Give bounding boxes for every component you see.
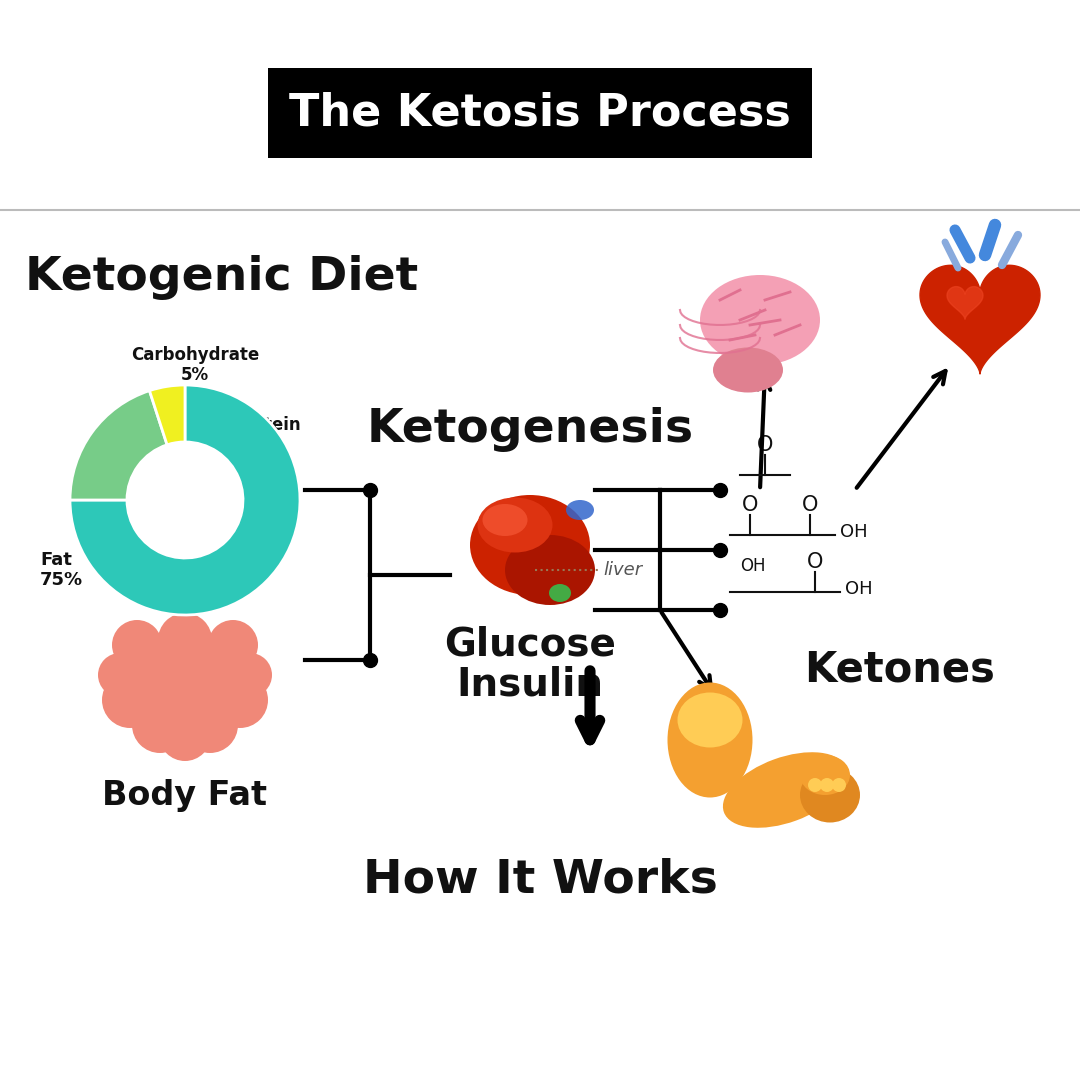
Text: Ketogenic Diet: Ketogenic Diet bbox=[25, 256, 418, 300]
Ellipse shape bbox=[700, 275, 820, 365]
Circle shape bbox=[159, 708, 211, 761]
Text: Ketones: Ketones bbox=[805, 649, 996, 691]
Circle shape bbox=[112, 620, 162, 670]
Text: O: O bbox=[807, 552, 823, 572]
Text: 75%: 75% bbox=[40, 571, 83, 589]
Text: The Ketosis Process: The Ketosis Process bbox=[289, 92, 791, 135]
Circle shape bbox=[98, 653, 141, 697]
FancyBboxPatch shape bbox=[268, 68, 812, 158]
Circle shape bbox=[212, 672, 268, 728]
Text: Glucose: Glucose bbox=[444, 626, 616, 664]
Text: Carbohydrate: Carbohydrate bbox=[131, 346, 259, 364]
Text: O: O bbox=[757, 435, 773, 455]
Polygon shape bbox=[920, 266, 1040, 374]
Circle shape bbox=[832, 778, 846, 792]
Ellipse shape bbox=[800, 755, 850, 795]
Ellipse shape bbox=[800, 768, 860, 823]
Circle shape bbox=[190, 640, 249, 700]
Ellipse shape bbox=[483, 504, 527, 536]
Ellipse shape bbox=[549, 584, 571, 602]
Ellipse shape bbox=[477, 498, 553, 553]
Text: Body Fat: Body Fat bbox=[103, 779, 268, 811]
Ellipse shape bbox=[677, 692, 743, 747]
Ellipse shape bbox=[505, 535, 595, 605]
Circle shape bbox=[120, 640, 180, 700]
Text: Protein: Protein bbox=[233, 416, 301, 434]
Text: OH: OH bbox=[740, 557, 766, 575]
Circle shape bbox=[158, 613, 212, 667]
Ellipse shape bbox=[470, 495, 590, 595]
Text: O: O bbox=[801, 495, 819, 515]
Wedge shape bbox=[70, 391, 167, 500]
Wedge shape bbox=[70, 384, 300, 615]
Circle shape bbox=[102, 672, 158, 728]
Polygon shape bbox=[947, 286, 983, 319]
Circle shape bbox=[208, 620, 258, 670]
Ellipse shape bbox=[566, 500, 594, 519]
Wedge shape bbox=[149, 384, 185, 445]
Circle shape bbox=[228, 653, 272, 697]
Circle shape bbox=[153, 658, 217, 723]
Text: 5%: 5% bbox=[181, 366, 210, 384]
Text: OH: OH bbox=[845, 580, 873, 598]
Circle shape bbox=[183, 697, 238, 753]
Circle shape bbox=[820, 778, 834, 792]
Circle shape bbox=[132, 697, 188, 753]
Text: Fat: Fat bbox=[40, 551, 72, 569]
Ellipse shape bbox=[667, 683, 753, 797]
Text: O: O bbox=[742, 495, 758, 515]
Text: How It Works: How It Works bbox=[363, 858, 717, 903]
Ellipse shape bbox=[723, 753, 847, 827]
Circle shape bbox=[808, 778, 822, 792]
Text: OH: OH bbox=[840, 523, 867, 541]
Text: 20%: 20% bbox=[233, 436, 273, 454]
Ellipse shape bbox=[713, 348, 783, 392]
Text: Ketogenesis: Ketogenesis bbox=[366, 407, 693, 453]
Text: Insulin: Insulin bbox=[457, 666, 604, 704]
Text: liver: liver bbox=[603, 561, 643, 579]
